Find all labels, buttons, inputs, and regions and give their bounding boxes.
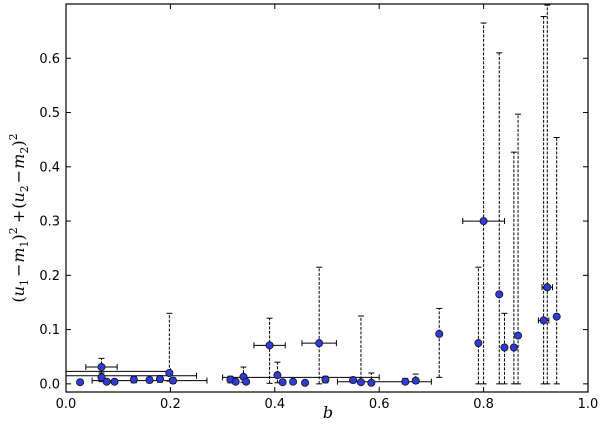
- data-point: [97, 363, 106, 372]
- data-point: [500, 343, 509, 352]
- data-point: [479, 217, 488, 226]
- data-point: [435, 329, 444, 338]
- y-tick-label: 0.5: [39, 106, 60, 121]
- data-point: [273, 371, 282, 380]
- y-label-plus: +: [9, 210, 28, 223]
- data-point: [165, 369, 174, 378]
- data-point: [129, 375, 138, 384]
- data-point: [231, 377, 240, 386]
- data-point: [474, 339, 483, 348]
- data-point: [509, 343, 518, 352]
- y-tick-label: 0.0: [39, 377, 60, 392]
- y-label-var-m: m: [9, 247, 28, 262]
- x-tick-label: 0.0: [56, 397, 77, 412]
- data-point: [411, 376, 420, 385]
- data-point: [145, 376, 154, 385]
- y-axis-label: (u1−m1)2+(u2−m2)2: [7, 133, 31, 302]
- y-label-sup: 2: [7, 133, 20, 140]
- y-tick-label: 0.1: [39, 323, 60, 338]
- y-label-paren: (: [9, 203, 28, 209]
- data-point: [349, 376, 358, 385]
- y-label-minus: −: [9, 264, 28, 277]
- data-point: [543, 283, 552, 292]
- data-point: [539, 316, 548, 325]
- x-tick-label: 0.8: [473, 397, 494, 412]
- y-label-sub: 2: [18, 147, 31, 154]
- data-point: [155, 374, 164, 383]
- data-point: [265, 341, 274, 350]
- x-tick-label: 1.0: [578, 397, 599, 412]
- x-tick-label: 0.4: [264, 397, 285, 412]
- data-point: [278, 378, 287, 387]
- y-tick-label: 0.4: [39, 160, 60, 175]
- marker-layer: [76, 217, 561, 387]
- data-point: [301, 378, 310, 387]
- y-label-sub: 2: [18, 185, 31, 192]
- y-label-sub: 1: [18, 279, 31, 286]
- y-label-paren: ): [9, 234, 28, 240]
- y-label-var-m: m: [9, 154, 28, 169]
- y-label-var-u: u: [9, 192, 28, 202]
- data-point: [401, 377, 410, 386]
- x-tick-label: 0.2: [160, 397, 181, 412]
- x-axis-label: b: [323, 403, 333, 422]
- plot-frame: [65, 3, 589, 393]
- data-point: [110, 377, 119, 386]
- x-tick-label: 0.6: [369, 397, 390, 412]
- y-label-paren: (: [9, 296, 28, 302]
- data-point: [367, 378, 376, 387]
- data-point: [356, 378, 365, 387]
- y-label-paren: ): [9, 140, 28, 146]
- data-point: [552, 312, 561, 321]
- data-point: [76, 378, 85, 387]
- tick-layer: [65, 4, 589, 392]
- y-label-sup: 2: [7, 227, 20, 234]
- data-point: [495, 290, 504, 299]
- data-point: [169, 376, 178, 385]
- y-label-var-u: u: [9, 286, 28, 296]
- y-label-minus: −: [9, 170, 28, 183]
- y-label-sub: 1: [18, 240, 31, 247]
- y-tick-label: 0.2: [39, 269, 60, 284]
- y-tick-label: 0.6: [39, 52, 60, 67]
- data-point: [514, 331, 523, 340]
- tick-label-layer: 0.0 0.2 0.4 0.6 0.8 1.0 0.0 0.1 0.2 0.3 0.4 0.5 0.6: [39, 52, 598, 412]
- y-tick-label: 0.3: [39, 215, 60, 230]
- data-point: [315, 339, 324, 348]
- data-point: [289, 377, 298, 386]
- data-point: [321, 375, 330, 384]
- data-point: [102, 377, 111, 386]
- data-point: [242, 377, 251, 386]
- data-point: [97, 373, 106, 382]
